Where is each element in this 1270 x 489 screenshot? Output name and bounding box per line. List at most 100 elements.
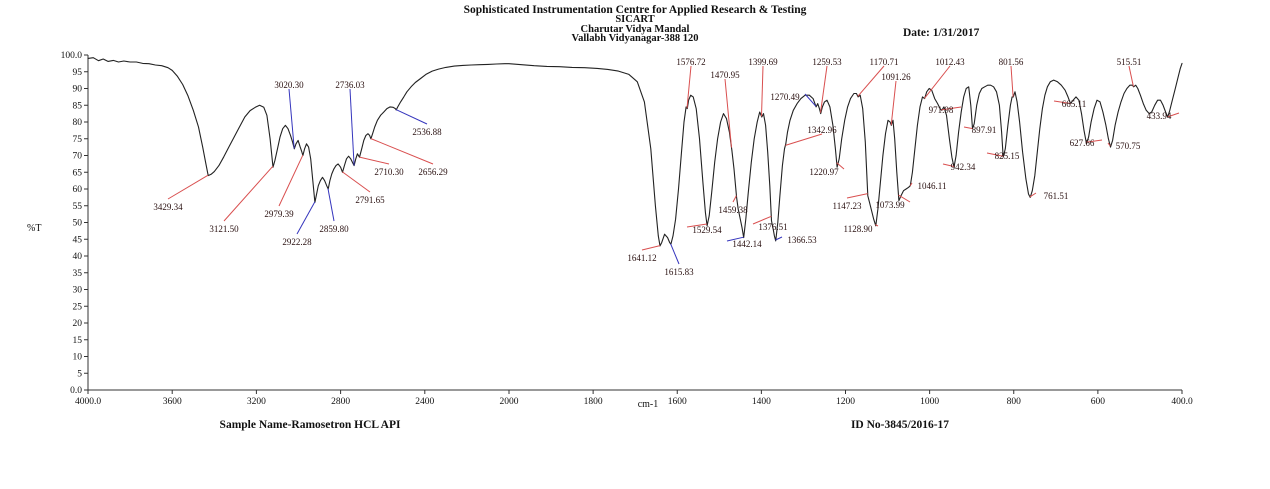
peak-wavenumber-label: 801.56 — [999, 57, 1024, 67]
x-tick-label: 1600 — [668, 397, 687, 407]
peak-wavenumber-label: 1576.72 — [676, 57, 705, 67]
peak-leader-line — [732, 195, 737, 203]
sample-name: Sample Name-Ramosetron HCL API — [219, 419, 401, 431]
x-tick-label: 4000.0 — [75, 397, 101, 407]
y-tick-label: 70 — [73, 152, 83, 162]
peak-wavenumber-label: 627.66 — [1070, 138, 1095, 148]
peak-leader-line — [1053, 100, 1071, 104]
y-tick-label: 60 — [73, 185, 83, 195]
x-tick-label: 1000 — [920, 397, 939, 407]
x-tick-label: 800 — [1007, 397, 1022, 407]
x-tick-label: 400.0 — [1171, 397, 1193, 407]
institute-parent-org: Charutar Vidya Mandal — [580, 23, 690, 35]
peak-leader-line — [924, 65, 951, 99]
peak-wavenumber-label: 433.94 — [1147, 111, 1172, 121]
peak-leader-line — [686, 223, 707, 228]
y-tick-label: 15 — [73, 336, 83, 346]
peak-wavenumber-label: 942.34 — [951, 162, 976, 172]
peak-leader-line — [775, 236, 783, 241]
peak-wavenumber-label: 665.11 — [1062, 99, 1086, 109]
peak-wavenumber-label: 1529.54 — [692, 225, 722, 235]
institute-address: Vallabh Vidyanagar-388 120 — [571, 33, 699, 44]
x-axis-title: cm-1 — [637, 399, 659, 410]
peak-leader-line — [686, 65, 692, 109]
peak-leader-line — [1167, 112, 1180, 118]
peak-wavenumber-label: 515.51 — [1117, 57, 1142, 67]
y-tick-label: 100.0 — [61, 51, 83, 61]
peak-leader-line — [942, 163, 955, 167]
peak-leader-line — [820, 65, 828, 113]
y-tick-label: 90 — [73, 85, 83, 95]
peak-wavenumber-label: 1073.99 — [875, 200, 905, 210]
peak-leader-line — [641, 245, 661, 251]
peak-wavenumber-label: 761.51 — [1044, 191, 1069, 201]
peak-leader-line — [898, 194, 911, 203]
peak-wavenumber-label: 1147.23 — [833, 201, 862, 211]
peak-wavenumber-label: 2736.03 — [335, 80, 365, 90]
peak-wavenumber-label: 1615.83 — [664, 267, 694, 277]
peak-wavenumber-label: 1442.14 — [732, 239, 762, 249]
peak-wavenumber-label: 1170.71 — [870, 57, 899, 67]
report-id: ID No-3845/2016-17 — [850, 419, 950, 431]
peak-wavenumber-label: 2656.29 — [418, 167, 448, 177]
y-tick-label: 10 — [73, 353, 83, 363]
peak-wavenumber-label: 1091.26 — [881, 72, 911, 82]
peak-leader-line — [785, 133, 823, 146]
peak-wavenumber-label: 1220.97 — [809, 167, 839, 177]
peak-leader-line — [875, 224, 879, 227]
peak-wavenumber-label: 1399.69 — [748, 57, 778, 67]
peak-wavenumber-label: 3020.30 — [274, 80, 304, 90]
institute-name: Sophisticated Instrumentation Centre for… — [463, 4, 807, 16]
peak-leader-line — [986, 152, 1004, 157]
report-header: Sophisticated Instrumentation Centre for… — [0, 4, 1270, 44]
peak-wavenumber-label: 1641.12 — [627, 253, 656, 263]
peak-wavenumber-label: 1376.51 — [758, 222, 787, 232]
y-tick-label: 45 — [73, 235, 83, 245]
peak-leader-line — [836, 162, 845, 170]
peak-leader-line — [342, 171, 371, 193]
y-tick-label: 25 — [73, 302, 83, 312]
y-tick-label: 75 — [73, 135, 83, 145]
peak-leader-line — [724, 78, 732, 148]
peak-wavenumber-label: 1270.49 — [770, 92, 800, 102]
y-tick-label: 35 — [73, 269, 83, 279]
peak-leader-line — [846, 193, 868, 199]
y-tick-label: 95 — [73, 68, 83, 78]
peak-wavenumber-label: 3429.34 — [153, 202, 183, 212]
peak-leader-line — [941, 106, 962, 111]
peak-wavenumber-label: 3121.50 — [209, 224, 239, 234]
peak-leader-line — [761, 65, 764, 117]
x-tick-label: 2400 — [415, 397, 434, 407]
y-tick-label: 80 — [73, 118, 83, 128]
peak-leader-line — [726, 236, 744, 242]
x-tick-label: 2000 — [500, 397, 519, 407]
peak-leader-line — [909, 182, 913, 186]
peak-wavenumber-label: 1459.38 — [718, 205, 748, 215]
peak-leader-line — [890, 80, 897, 126]
x-tick-label: 2800 — [331, 397, 350, 407]
peak-leader-line — [359, 156, 390, 165]
peak-wavenumber-label: 1046.11 — [918, 181, 947, 191]
peak-wavenumber-label: 897.91 — [972, 125, 997, 135]
x-tick-label: 1200 — [836, 397, 855, 407]
y-tick-label: 50 — [73, 219, 83, 229]
y-tick-label: 40 — [73, 252, 83, 262]
y-tick-label: 5 — [77, 369, 82, 379]
peak-wavenumber-label: 2922.28 — [282, 237, 312, 247]
peak-wavenumber-label: 2859.80 — [319, 224, 349, 234]
peak-leader-line — [752, 215, 772, 225]
peak-leader-line — [1010, 65, 1014, 97]
y-tick-label: 20 — [73, 319, 83, 329]
peak-wavenumber-label: 2536.88 — [412, 127, 442, 137]
peak-wavenumber-label: 1342.96 — [807, 125, 837, 135]
peak-wavenumber-label: 825.15 — [995, 151, 1020, 161]
y-tick-label: 0.0 — [70, 386, 82, 396]
peak-wavenumber-label: 2791.65 — [355, 195, 385, 205]
peak-leader-line — [670, 243, 680, 265]
report-date: Date: 1/31/2017 — [903, 27, 980, 39]
y-axis-title: %T — [27, 223, 42, 234]
peak-leader-line — [804, 93, 817, 107]
peak-leader-line — [223, 165, 274, 222]
